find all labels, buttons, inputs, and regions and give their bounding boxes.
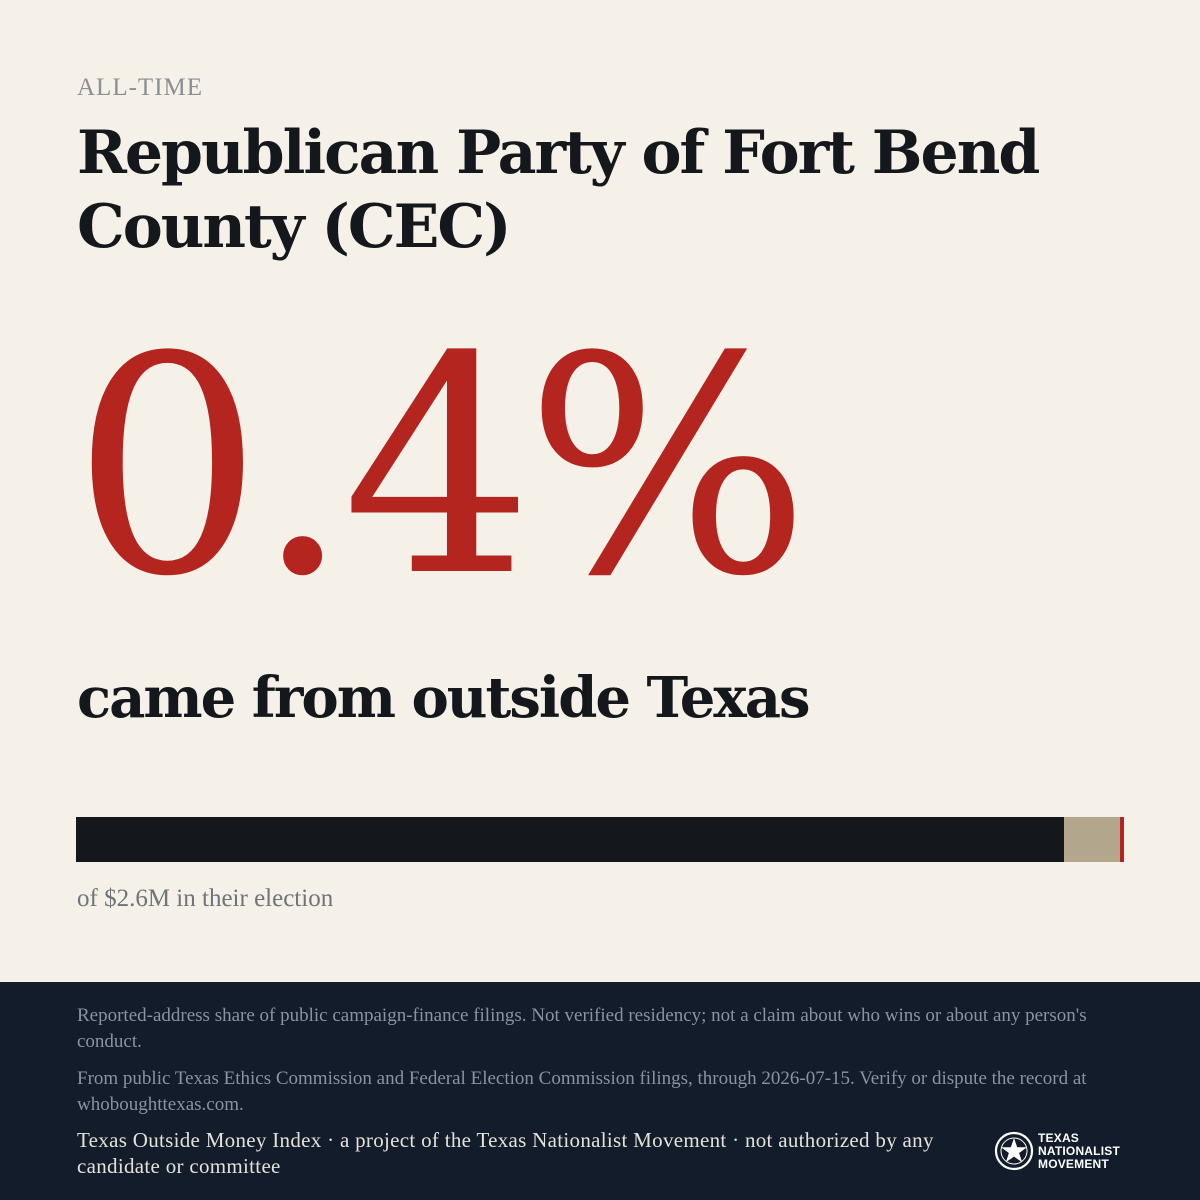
source-note: From public Texas Ethics Commission and … <box>77 1068 1087 1115</box>
page-title: Republican Party of Fort Bend County (CE… <box>77 118 1040 262</box>
bar-segment-unknown <box>1064 817 1120 862</box>
funding-share-bar <box>76 817 1124 862</box>
methodology-note: Reported-address share of public campaig… <box>77 1005 1087 1052</box>
logo-line-3: MOVEMENT <box>1038 1156 1109 1171</box>
total-raised-caption: of $2.6M in their election <box>77 885 334 912</box>
project-credit: Texas Outside Money Index · a project of… <box>77 1128 934 1178</box>
bar-segment-outside <box>1120 817 1124 862</box>
outside-share-caption: came from outside Texas <box>77 665 811 731</box>
logo-line-1: TEXAS <box>1038 1130 1080 1145</box>
star-seal-icon <box>994 1131 1034 1171</box>
tnm-logo: TEXAS NATIONALIST MOVEMENT <box>994 1131 1120 1171</box>
outside-share-value: 0.4% <box>72 293 810 642</box>
timeframe-label: ALL-TIME <box>77 74 204 101</box>
logo-line-2: NATIONALIST <box>1038 1143 1120 1158</box>
